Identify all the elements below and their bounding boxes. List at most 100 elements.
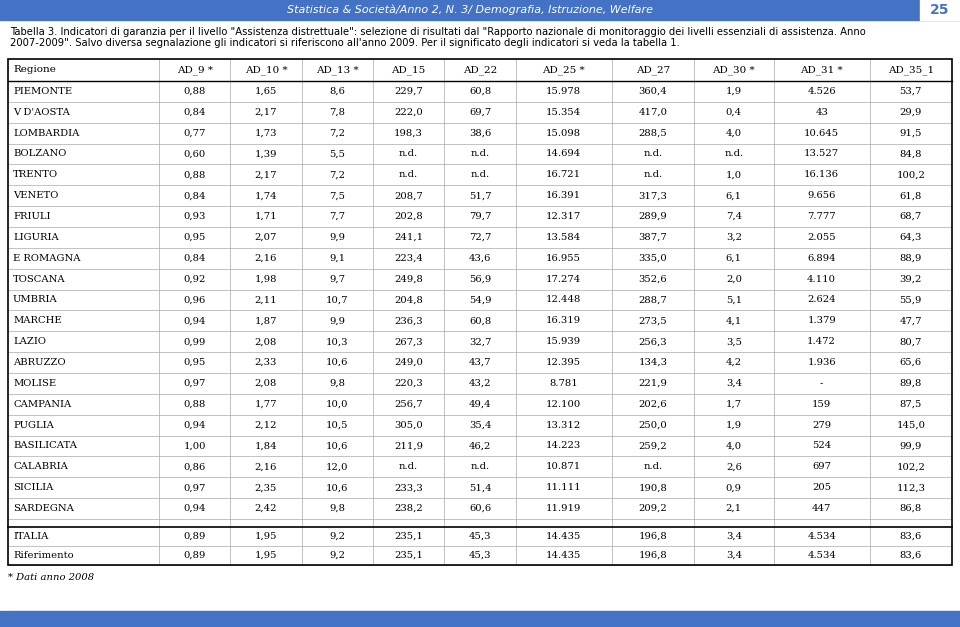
Text: 16.955: 16.955 xyxy=(546,254,581,263)
Text: n.d.: n.d. xyxy=(643,171,662,179)
Text: 2,17: 2,17 xyxy=(254,108,277,117)
Text: 8,6: 8,6 xyxy=(329,87,346,96)
Text: 279: 279 xyxy=(812,421,831,429)
Text: 134,3: 134,3 xyxy=(638,358,667,367)
Text: 9,8: 9,8 xyxy=(329,379,346,388)
Text: 2007-2009". Salvo diversa segnalazione gli indicatori si riferiscono all'anno 20: 2007-2009". Salvo diversa segnalazione g… xyxy=(10,38,680,48)
Text: 13.527: 13.527 xyxy=(804,149,839,159)
Text: 10,6: 10,6 xyxy=(326,483,348,492)
Text: Regione: Regione xyxy=(13,65,56,75)
Text: 0,94: 0,94 xyxy=(183,317,205,325)
Text: 4,2: 4,2 xyxy=(726,358,742,367)
Text: 249,8: 249,8 xyxy=(395,275,423,283)
Text: 0,94: 0,94 xyxy=(183,421,205,429)
Text: 1,0: 1,0 xyxy=(726,171,742,179)
Text: 0,89: 0,89 xyxy=(183,532,205,541)
Text: 2,17: 2,17 xyxy=(254,171,277,179)
Text: 211,9: 211,9 xyxy=(395,441,423,451)
Text: 220,3: 220,3 xyxy=(395,379,423,388)
Text: 86,8: 86,8 xyxy=(900,504,922,513)
Text: 2.055: 2.055 xyxy=(807,233,836,242)
Text: 64,3: 64,3 xyxy=(900,233,922,242)
Text: 16.136: 16.136 xyxy=(804,171,839,179)
Text: 45,3: 45,3 xyxy=(468,532,492,541)
Text: BOLZANO: BOLZANO xyxy=(13,149,66,159)
Text: 196,8: 196,8 xyxy=(638,532,667,541)
Text: 1,77: 1,77 xyxy=(254,400,277,409)
Text: VENETO: VENETO xyxy=(13,191,59,200)
Text: AD_30 *: AD_30 * xyxy=(712,65,756,75)
Text: 87,5: 87,5 xyxy=(900,400,922,409)
Text: ITALIA: ITALIA xyxy=(13,532,48,541)
Text: 1.379: 1.379 xyxy=(807,317,836,325)
Text: 221,9: 221,9 xyxy=(638,379,667,388)
Text: 267,3: 267,3 xyxy=(395,337,423,346)
Text: 235,1: 235,1 xyxy=(395,532,423,541)
Text: 12.317: 12.317 xyxy=(546,212,582,221)
Text: 12.448: 12.448 xyxy=(546,295,582,305)
Text: 2.624: 2.624 xyxy=(807,295,836,305)
Text: 259,2: 259,2 xyxy=(638,441,667,451)
Text: 2,35: 2,35 xyxy=(254,483,277,492)
Text: 1,98: 1,98 xyxy=(254,275,277,283)
Text: 43: 43 xyxy=(815,108,828,117)
Text: 288,5: 288,5 xyxy=(638,129,667,138)
Text: 0,97: 0,97 xyxy=(183,379,205,388)
Text: 1,74: 1,74 xyxy=(254,191,277,200)
Text: 0,4: 0,4 xyxy=(726,108,742,117)
Text: 209,2: 209,2 xyxy=(638,504,667,513)
Text: 14.435: 14.435 xyxy=(546,551,582,560)
Text: 256,3: 256,3 xyxy=(638,337,667,346)
Text: n.d.: n.d. xyxy=(470,462,490,472)
Text: SARDEGNA: SARDEGNA xyxy=(13,504,74,513)
Text: 8.781: 8.781 xyxy=(549,379,578,388)
Text: 49,4: 49,4 xyxy=(468,400,492,409)
Text: MOLISE: MOLISE xyxy=(13,379,56,388)
Text: 7,4: 7,4 xyxy=(726,212,742,221)
Text: 47,7: 47,7 xyxy=(900,317,923,325)
Text: E ROMAGNA: E ROMAGNA xyxy=(13,254,81,263)
Text: AD_35_1: AD_35_1 xyxy=(888,65,934,75)
Text: 46,2: 46,2 xyxy=(468,441,492,451)
Text: 0,96: 0,96 xyxy=(183,295,205,305)
Text: 447: 447 xyxy=(812,504,831,513)
Text: 208,7: 208,7 xyxy=(395,191,423,200)
Text: 79,7: 79,7 xyxy=(468,212,492,221)
Text: 14.223: 14.223 xyxy=(546,441,582,451)
Text: Riferimento: Riferimento xyxy=(13,551,74,560)
Text: 229,7: 229,7 xyxy=(395,87,423,96)
Bar xyxy=(8,59,952,565)
Text: 43,7: 43,7 xyxy=(468,358,492,367)
Text: 51,7: 51,7 xyxy=(468,191,492,200)
Text: 2,33: 2,33 xyxy=(254,358,277,367)
Text: 99,9: 99,9 xyxy=(900,441,922,451)
Text: 0,95: 0,95 xyxy=(183,233,205,242)
Text: n.d.: n.d. xyxy=(470,149,490,159)
Text: 223,4: 223,4 xyxy=(395,254,423,263)
Text: 16.721: 16.721 xyxy=(546,171,581,179)
Text: 14.694: 14.694 xyxy=(546,149,582,159)
Text: 1,9: 1,9 xyxy=(726,421,742,429)
Text: 9,1: 9,1 xyxy=(329,254,346,263)
Text: 0,84: 0,84 xyxy=(183,108,205,117)
Text: 32,7: 32,7 xyxy=(468,337,492,346)
Text: 45,3: 45,3 xyxy=(468,551,492,560)
Text: 10,5: 10,5 xyxy=(326,421,348,429)
Text: TRENTO: TRENTO xyxy=(13,171,59,179)
Text: 3,5: 3,5 xyxy=(726,337,742,346)
Text: 11.919: 11.919 xyxy=(546,504,582,513)
Text: 233,3: 233,3 xyxy=(395,483,423,492)
Text: 4.534: 4.534 xyxy=(807,532,836,541)
Text: 2,12: 2,12 xyxy=(254,421,277,429)
Text: 4,1: 4,1 xyxy=(726,317,742,325)
Text: 89,8: 89,8 xyxy=(900,379,922,388)
Text: 9,9: 9,9 xyxy=(329,317,346,325)
Text: 0,77: 0,77 xyxy=(183,129,205,138)
Bar xyxy=(0,611,960,627)
Text: 1,84: 1,84 xyxy=(254,441,277,451)
Text: 236,3: 236,3 xyxy=(395,317,423,325)
Text: 1,95: 1,95 xyxy=(254,532,277,541)
Text: -: - xyxy=(820,379,824,388)
Text: 0,60: 0,60 xyxy=(183,149,205,159)
Text: 1,7: 1,7 xyxy=(726,400,742,409)
